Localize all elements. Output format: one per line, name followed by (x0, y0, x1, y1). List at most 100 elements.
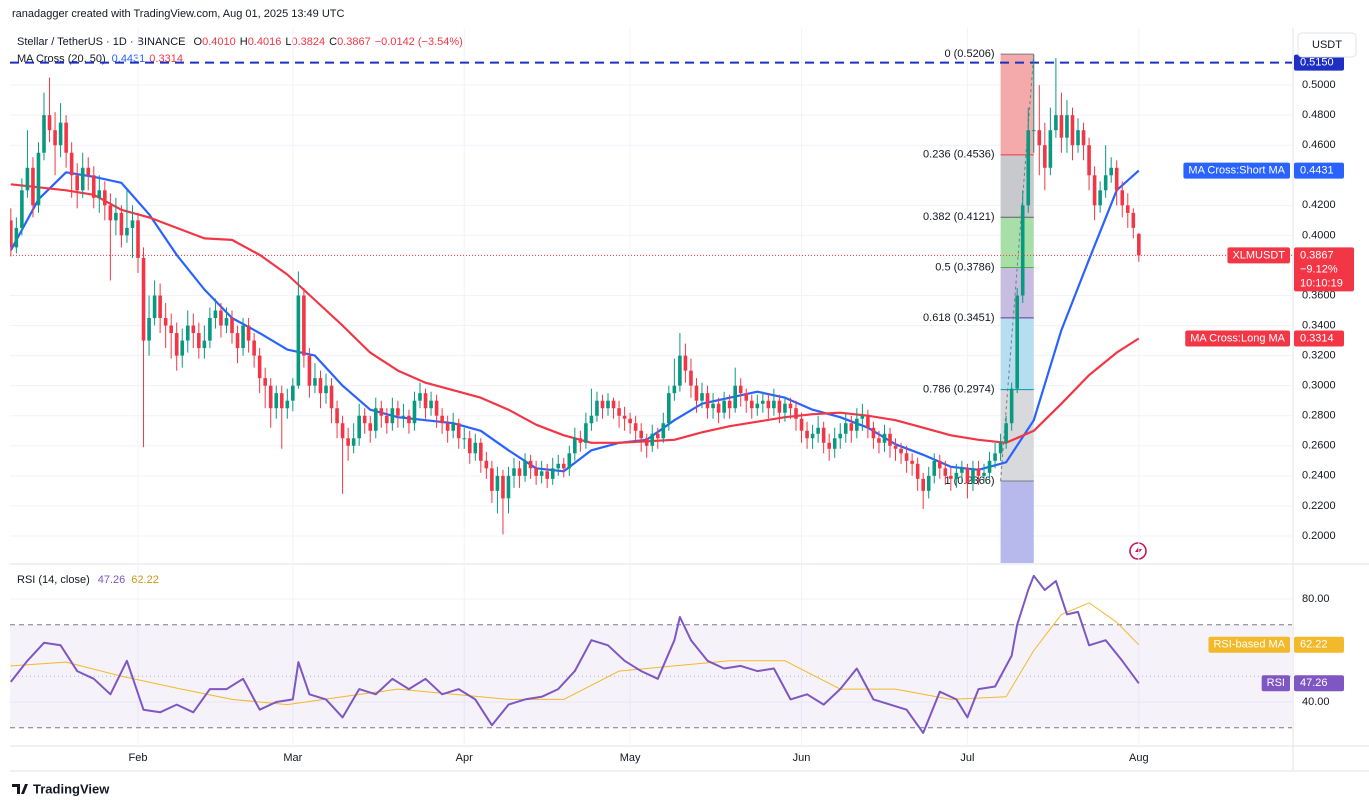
change: −0.0142 (−3.54%) (375, 36, 463, 48)
candle-body (512, 468, 516, 476)
candle-body (1043, 145, 1047, 168)
candle-body (628, 418, 632, 424)
candle-body (1037, 130, 1042, 146)
series-line (10, 169, 1140, 473)
candle-body (467, 438, 472, 454)
candle-body (517, 468, 522, 476)
candle-body (235, 333, 240, 349)
candle-body (672, 385, 677, 394)
fib-label: 0.786 (0.2974) (923, 383, 995, 395)
tag-value: 0.3867 (1300, 249, 1334, 261)
candle-body (960, 468, 964, 473)
candle-body (197, 333, 201, 349)
candle-body (600, 400, 605, 409)
candle-body (484, 460, 489, 469)
y-tick-label: 0.5000 (1302, 79, 1336, 91)
series-line (10, 602, 1140, 706)
candle-body (915, 463, 920, 479)
candle-body (318, 378, 323, 394)
candle-body (274, 393, 279, 409)
candle-body (711, 403, 715, 409)
candle-body (943, 468, 948, 476)
y-tick-label: 0.4600 (1302, 139, 1336, 151)
candle-body (97, 190, 102, 198)
candle-body (263, 378, 267, 386)
tag-label: XLMUSDT (1232, 249, 1285, 261)
candle-body (69, 152, 74, 176)
candle-body (1087, 145, 1091, 176)
candle-body (368, 423, 373, 431)
candle-body (893, 445, 898, 449)
quote-label: O (194, 36, 203, 48)
candle-body (136, 220, 140, 258)
candle-body (346, 438, 350, 446)
y-tick-label: 0.3400 (1302, 319, 1336, 331)
y-tick-label: 0.3600 (1302, 289, 1336, 301)
y-tick-label: 0.2400 (1302, 470, 1336, 482)
price-pane: 0 (0.5206) 0.236 (0.4536) 0.382 (0.4121) 0.… (10, 48, 1292, 563)
fib-label: 0.618 (0.3451) (923, 312, 995, 324)
candle-body (329, 385, 334, 409)
candle-body (882, 433, 887, 443)
candle-body (799, 418, 804, 431)
rsi-value: 47.26 (98, 574, 126, 586)
candle-body (324, 385, 328, 394)
tag-label: MA Cross:Long MA (1190, 332, 1285, 344)
rsi-title: RSI (14, close) (17, 574, 90, 586)
x-tick-label: Aug (1129, 752, 1149, 764)
candle-body (827, 442, 831, 449)
quote-value: 0.4016 (248, 36, 282, 48)
candle-body (766, 400, 771, 409)
candle-body (921, 478, 925, 491)
candle-body (25, 167, 30, 191)
x-tick-label: Feb (129, 752, 148, 764)
candle-body (42, 115, 46, 153)
candle-body (1048, 130, 1053, 168)
tag-value-box (1294, 636, 1344, 653)
quote-label: L (285, 36, 291, 48)
currency-box (1297, 32, 1357, 58)
hline-tag-box (1294, 54, 1344, 71)
tag-value: 10:10:19 (1300, 277, 1343, 289)
candle-body (456, 423, 461, 439)
candle-body (114, 212, 118, 221)
logo-text: TradingView (33, 781, 110, 796)
candle-body (727, 400, 732, 409)
fib-zone (1000, 217, 1034, 268)
candle-body (169, 325, 173, 334)
candle-body (423, 393, 428, 409)
candle-body (434, 400, 439, 416)
candle-body (982, 472, 986, 476)
ma-long-value: 0.3314 (149, 53, 183, 65)
candle-body (451, 423, 455, 431)
candle-body (650, 433, 655, 446)
series-line (10, 183, 1140, 444)
candle-body (119, 212, 124, 236)
candle-body (788, 403, 793, 409)
fib-label: 0.5 (0.3786) (935, 261, 994, 273)
candle-body (80, 167, 85, 191)
candle-body (954, 472, 959, 479)
candle-body (611, 400, 616, 409)
candle-body (390, 408, 395, 424)
grid (10, 28, 1292, 745)
candle-body (1120, 190, 1125, 206)
candle-body (749, 400, 754, 409)
fib-zone (1000, 480, 1034, 563)
candle-body (31, 167, 35, 206)
y-tick-label: 80.00 (1302, 593, 1330, 605)
quote-value: 0.4010 (202, 36, 236, 48)
candle-body (1098, 190, 1102, 206)
y-tick-label: 0.3200 (1302, 350, 1336, 362)
candle-body (606, 400, 610, 409)
fib-label: 0.236 (0.4536) (923, 149, 995, 161)
candle-body (291, 385, 295, 401)
candle-body (949, 475, 953, 479)
candle-body (152, 295, 157, 319)
y-tick-label: 0.4200 (1302, 199, 1336, 211)
candle-body (987, 460, 992, 473)
candle-body (998, 442, 1003, 454)
candle-body (219, 310, 223, 326)
candle-body (993, 453, 997, 461)
